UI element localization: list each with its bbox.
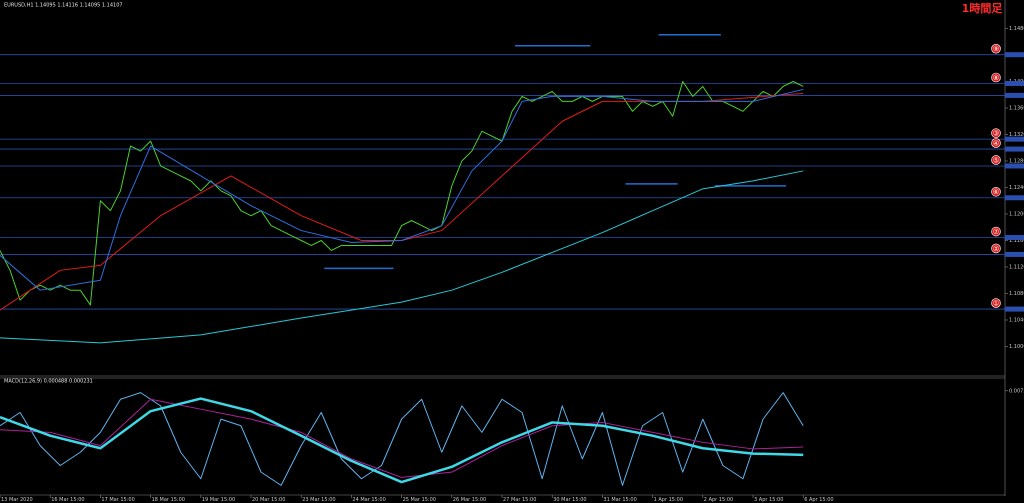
x-tick-label: 17 Mar 15:00 [101,497,134,503]
x-tick-label: 13 Mar 2020 [1,497,33,503]
level-label: ⑧ [993,74,999,82]
level-marker [991,72,1001,83]
level-label: ⑨ [993,45,999,53]
series-line [0,397,804,484]
level-price-tag [1005,52,1024,58]
symbol-header: EURUSD,H1 1.14095 1.14116 1.14095 1.1410… [4,3,123,9]
level-marker [991,186,1001,197]
level-price-tag [1005,251,1024,257]
x-tick-label: 3 Apr 15:00 [754,497,783,503]
x-tick-label: 6 Apr 15:00 [804,497,833,503]
y-tick-label: 0.00728 [1009,388,1024,394]
level-price-tag [1005,146,1024,152]
x-tick-label: 20 Mar 15:00 [252,497,285,503]
x-tick-label: 27 Mar 15:00 [503,497,536,503]
x-tick-label: 18 Mar 15:00 [152,497,185,503]
level-label: ② [993,245,999,253]
y-tick-label: 1.13600 [1009,106,1024,112]
x-tick-label: 26 Mar 15:00 [453,497,486,503]
x-tick-label: 31 Mar 15:00 [603,497,636,503]
level-label: ⑥ [993,188,999,196]
level-price-tag [1005,195,1024,201]
series-line [0,88,804,291]
level-marker [991,138,1001,148]
level-label: ① [993,299,999,307]
level-marker [991,226,1001,237]
level-label: ③ [993,130,999,138]
level-marker [991,128,1001,138]
y-tick-label: 1.10400 [1009,318,1024,324]
level-label: ⑦ [993,228,999,236]
y-tick-label: 1.13200 [1009,132,1024,138]
level-price-tag [1005,80,1024,86]
indicator-header: MACD(12,26,9) 0.000488 0.000231 [4,379,93,385]
level-marker [991,43,1001,54]
level-label: ④ [993,139,999,147]
level-label: ⑤ [993,156,999,164]
y-tick-label: 1.12400 [1009,185,1024,191]
y-tick-label: 1.10800 [1009,291,1024,297]
series-line [0,81,804,306]
y-tick-label: 1.14800 [1009,26,1024,32]
series-line [0,170,804,344]
y-tick-label: 1.11600 [1009,238,1024,244]
series-line [0,92,804,311]
level-marker [991,298,1001,308]
level-marker [991,243,1001,254]
level-price-tag [1005,92,1024,98]
series-line [0,398,804,478]
level-price-tag [1005,306,1024,312]
x-tick-label: 25 Mar 15:00 [403,497,436,503]
x-tick-label: 30 Mar 15:00 [553,497,586,503]
level-price-tag [1005,235,1024,241]
series-line [0,392,804,486]
y-tick-label: 1.12000 [1009,212,1024,218]
x-tick-label: 1 Apr 15:00 [654,497,683,503]
level-marker [991,155,1001,165]
y-tick-label: 1.12800 [1009,159,1024,165]
level-price-tag [1005,163,1024,169]
timeframe-badge: 1時間足 [962,1,1004,15]
x-tick-label: 23 Mar 15:00 [302,497,335,503]
y-tick-label: 1.11200 [1009,265,1024,271]
x-tick-label: 2 Apr 15:00 [704,497,733,503]
level-price-tag [1005,136,1024,142]
x-tick-label: 16 Mar 15:00 [51,497,84,503]
y-tick-label: 1.10000 [1009,344,1024,350]
x-tick-label: 19 Mar 15:00 [202,497,235,503]
x-tick-label: 24 Mar 15:00 [352,497,385,503]
